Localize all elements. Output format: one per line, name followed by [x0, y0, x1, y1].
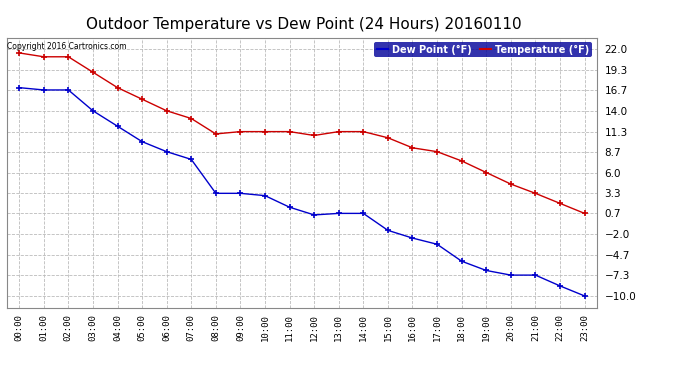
Text: Copyright 2016 Cartronics.com: Copyright 2016 Cartronics.com — [8, 42, 127, 51]
Text: Outdoor Temperature vs Dew Point (24 Hours) 20160110: Outdoor Temperature vs Dew Point (24 Hou… — [86, 17, 522, 32]
Legend: Dew Point (°F), Temperature (°F): Dew Point (°F), Temperature (°F) — [374, 42, 592, 57]
